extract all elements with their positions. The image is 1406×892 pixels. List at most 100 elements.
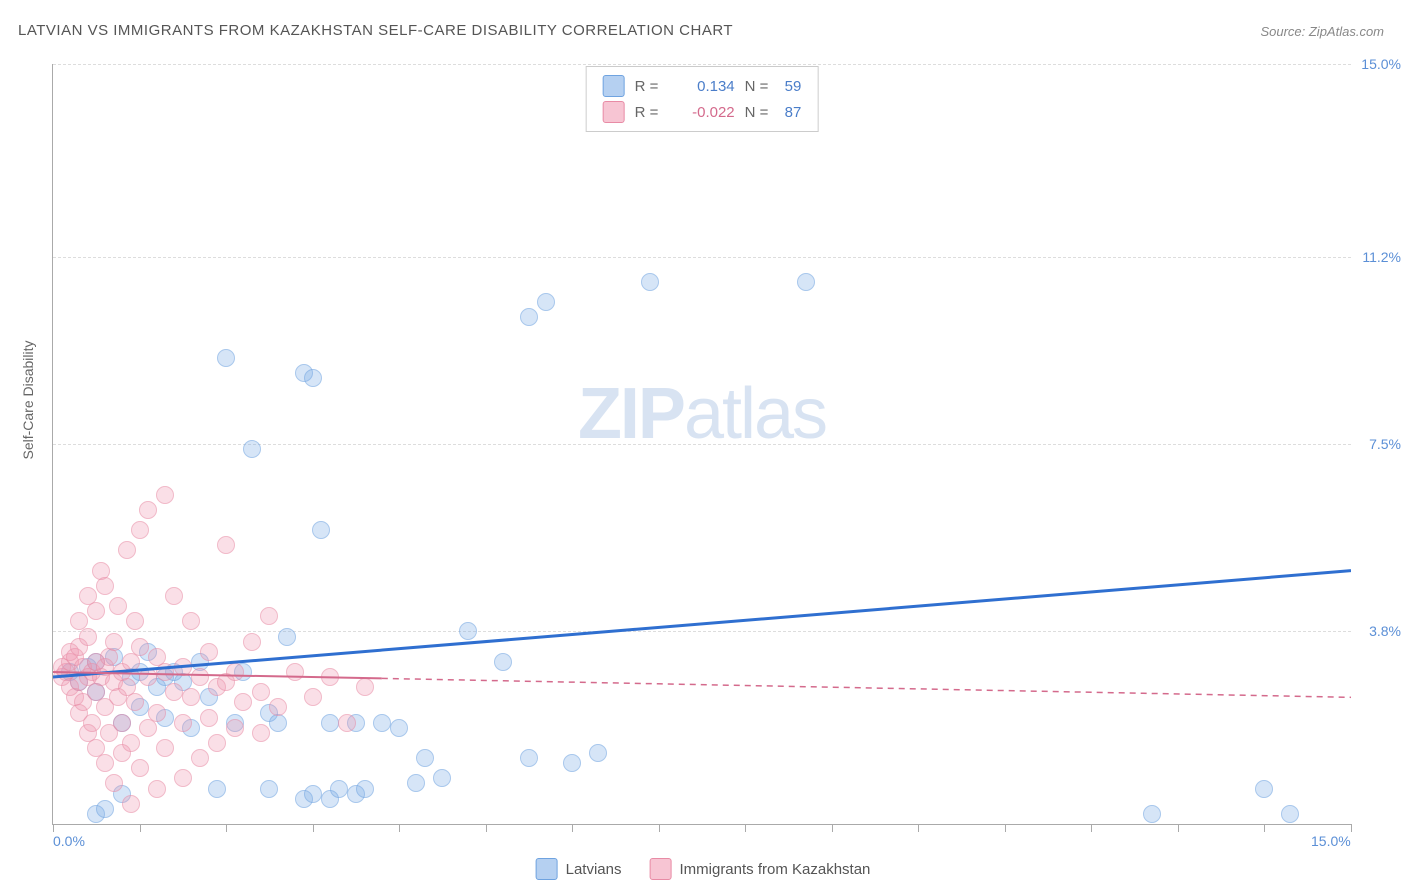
data-point [139,668,157,686]
data-point [589,744,607,762]
data-point [96,754,114,772]
data-point [252,724,270,742]
gridline [53,257,1351,258]
legend-r-value: 0.134 [675,78,735,95]
legend-item: Latvians [536,858,622,880]
data-point [174,658,192,676]
data-point [122,795,140,813]
data-point [200,709,218,727]
data-point [174,769,192,787]
correlation-legend: R =0.134N =59R =-0.022N =87 [586,66,819,132]
data-point [373,714,391,732]
data-point [118,541,136,559]
data-point [217,349,235,367]
data-point [126,693,144,711]
legend-swatch [649,858,671,880]
data-point [208,780,226,798]
source-credit: Source: ZipAtlas.com [1260,24,1384,39]
data-point [260,607,278,625]
legend-swatch [603,75,625,97]
data-point [174,714,192,732]
data-point [79,628,97,646]
data-point [390,719,408,737]
legend-item: Immigrants from Kazakhstan [649,858,870,880]
data-point [563,754,581,772]
data-point [105,774,123,792]
data-point [156,739,174,757]
data-point [797,273,815,291]
data-point [105,633,123,651]
data-point [304,369,322,387]
watermark-atlas: atlas [684,374,826,454]
data-point [356,780,374,798]
data-point [126,612,144,630]
data-point [96,577,114,595]
data-point [87,602,105,620]
watermark-zip: ZIP [578,374,684,454]
data-point [139,501,157,519]
x-tick [745,824,746,832]
data-point [330,780,348,798]
watermark: ZIPatlas [578,373,826,455]
x-tick [1351,824,1352,832]
legend-row: R = -0.022 N = 87 [603,99,802,125]
data-point [100,648,118,666]
data-point [260,780,278,798]
y-tick-label: 15.0% [1361,56,1401,72]
y-tick-label: 3.8% [1369,623,1401,639]
data-point [520,749,538,767]
x-tick [486,824,487,832]
data-point [321,668,339,686]
data-point [165,683,183,701]
data-point [226,663,244,681]
x-tick-label: 15.0% [1311,833,1351,849]
data-point [641,273,659,291]
data-point [208,734,226,752]
data-point [165,587,183,605]
x-tick [572,824,573,832]
data-point [304,785,322,803]
data-point [226,719,244,737]
legend-label: Latvians [566,861,622,878]
data-point [131,638,149,656]
data-point [131,759,149,777]
data-point [278,628,296,646]
legend-label: Immigrants from Kazakhstan [679,861,870,878]
x-tick [53,824,54,832]
x-tick [313,824,314,832]
chart-title: LATVIAN VS IMMIGRANTS FROM KAZAKHSTAN SE… [18,22,733,39]
data-point [304,688,322,706]
y-tick-label: 7.5% [1369,436,1401,452]
data-point [356,678,374,696]
x-tick [1264,824,1265,832]
data-point [321,714,339,732]
x-tick [1005,824,1006,832]
data-point [113,714,131,732]
x-tick [1178,824,1179,832]
data-point [459,622,477,640]
data-point [96,800,114,818]
data-point [286,663,304,681]
legend-n-label: N = [745,104,775,121]
data-point [200,643,218,661]
data-point [416,749,434,767]
data-point [494,653,512,671]
data-point [182,612,200,630]
legend-r-value: -0.022 [675,104,735,121]
data-point [433,769,451,787]
data-point [156,663,174,681]
legend-n-value: 87 [785,104,802,121]
legend-swatch [603,101,625,123]
data-point [148,704,166,722]
data-point [131,521,149,539]
data-point [269,698,287,716]
x-tick [399,824,400,832]
legend-r-label: R = [635,104,665,121]
data-point [109,597,127,615]
data-point [252,683,270,701]
data-point [407,774,425,792]
data-point [537,293,555,311]
y-tick-label: 11.2% [1362,249,1401,265]
data-point [191,668,209,686]
data-point [520,308,538,326]
